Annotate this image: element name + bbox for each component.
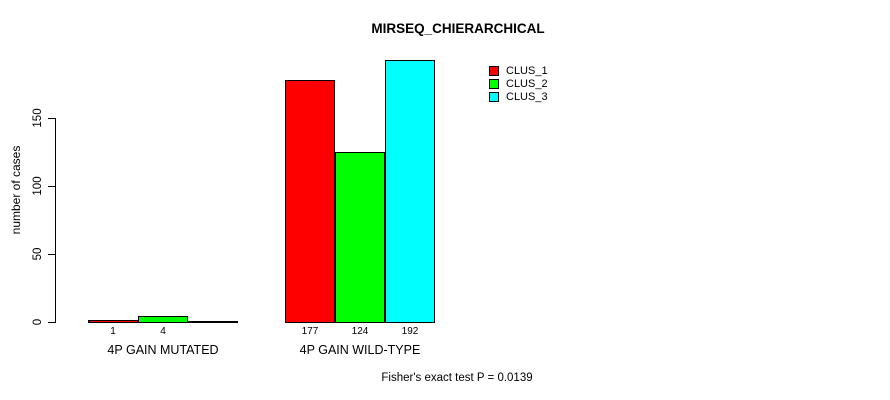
y-tick-label: 150 <box>32 108 44 128</box>
bar-value-label: 124 <box>351 326 369 337</box>
annotation-fisher-test: Fisher's exact test P = 0.0139 <box>381 372 533 384</box>
y-tick-mark <box>48 322 55 323</box>
bar-clus_3 <box>188 321 238 323</box>
legend-item-label: CLUS_3 <box>506 91 548 103</box>
bar-clus_2 <box>138 315 188 323</box>
bar-clus_2 <box>335 152 385 323</box>
legend-swatch-icon <box>489 79 499 89</box>
legend-swatch-icon <box>489 92 499 102</box>
y-tick-label: 0 <box>32 318 44 326</box>
bar-value-label: 1 <box>110 326 116 337</box>
group-label: 4P GAIN WILD-TYPE <box>299 343 421 357</box>
bar-clus_1 <box>88 319 138 323</box>
legend-swatch-icon <box>489 66 499 76</box>
chart-title: MIRSEQ_CHIERARCHICAL <box>371 21 545 36</box>
y-tick-mark <box>48 254 55 255</box>
legend-item-label: CLUS_2 <box>506 78 548 90</box>
bar-value-label: 4 <box>160 326 166 337</box>
bar-clus_3 <box>385 59 435 323</box>
group-label: 4P GAIN MUTATED <box>107 343 219 357</box>
y-axis-label: number of cases <box>9 145 23 235</box>
y-tick-mark <box>48 186 55 187</box>
y-tick-label: 100 <box>32 176 44 196</box>
y-tick-label: 50 <box>32 247 44 261</box>
bar-value-label: 192 <box>401 326 419 337</box>
bar-value-label: 177 <box>301 326 319 337</box>
legend-item-label: CLUS_1 <box>506 65 548 77</box>
bar-clus_1 <box>285 80 335 323</box>
y-axis-line <box>55 118 56 323</box>
y-tick-mark <box>48 118 55 119</box>
